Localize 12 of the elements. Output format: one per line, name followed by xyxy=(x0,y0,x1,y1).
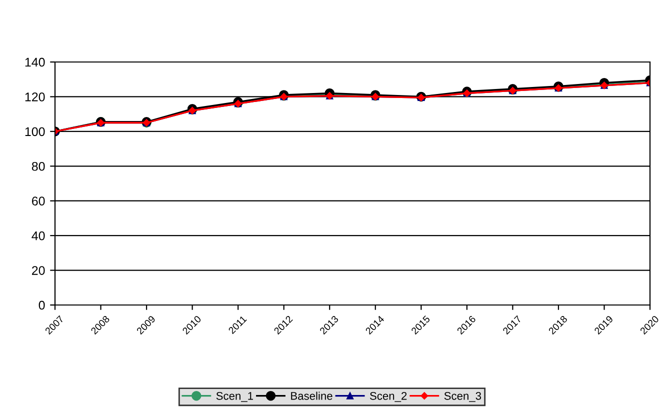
y-tick-label: 120 xyxy=(25,92,45,102)
legend-label: Scen_2 xyxy=(370,392,407,402)
legend-label: Scen_1 xyxy=(216,392,253,402)
legend-label: Scen_3 xyxy=(444,392,482,402)
legend-label: Baseline xyxy=(291,392,332,400)
y-tick-label: 80 xyxy=(32,162,45,171)
y-tick-label: 0 xyxy=(38,300,45,310)
y-tick-label: 100 xyxy=(25,127,45,136)
y-tick-label: 20 xyxy=(32,266,45,275)
y-tick-label: 60 xyxy=(32,196,45,206)
y-tick-label: 40 xyxy=(32,231,45,240)
y-tick-label: 140 xyxy=(25,58,45,67)
